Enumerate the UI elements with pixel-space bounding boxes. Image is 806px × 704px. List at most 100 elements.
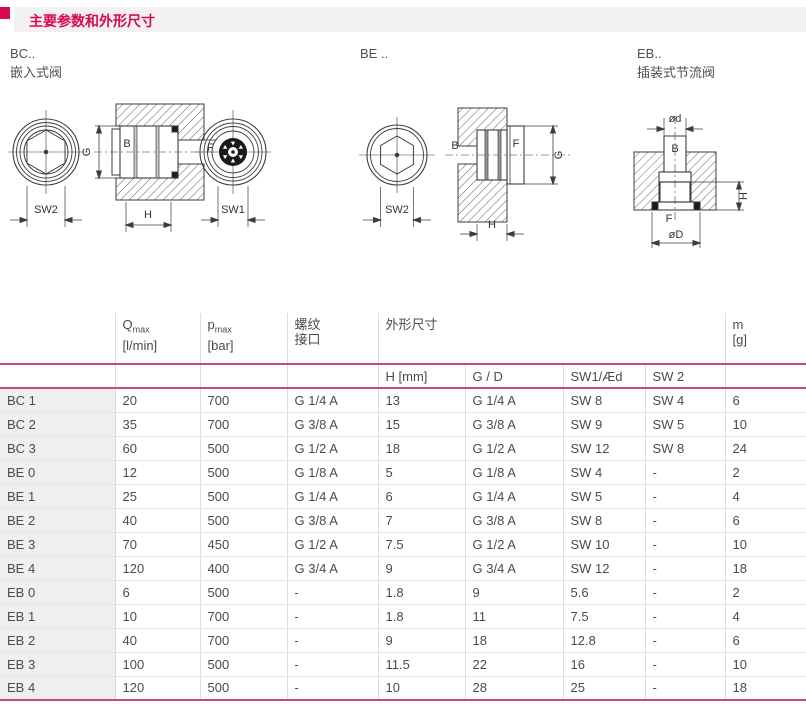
section-code-eb: EB..: [637, 46, 662, 61]
cell-thread: G 3/8 A: [286, 508, 378, 533]
cell-pmax: 500: [199, 484, 287, 509]
cell-model: EB 1: [0, 604, 115, 629]
cell-h: 5: [377, 460, 465, 485]
cell-pmax: 700: [199, 604, 287, 629]
cell-h: 1.8: [377, 604, 465, 629]
table-row: EB 1 10 700-1.8 11 7.5-4: [0, 604, 806, 629]
cell-sw2: -: [644, 508, 726, 533]
col-header-pmax: pmax [bar]: [199, 313, 287, 365]
cell-model: EB 2: [0, 628, 115, 653]
dim-label-f: F: [666, 213, 673, 225]
table-row: EB 3 100 500-11.5 22 16-10: [0, 652, 806, 677]
cell-sw2: -: [644, 532, 726, 557]
cell-gd: G 3/8 A: [464, 508, 563, 533]
page-title: 主要参数和外形尺寸: [29, 13, 155, 29]
cell-qmax: 35: [114, 412, 200, 437]
dim-label-sw1: SW1: [221, 204, 245, 216]
dim-label-b: B: [671, 143, 678, 155]
cell-pmax: 700: [199, 412, 287, 437]
section-label-bc: BC.. 嵌入式阀: [10, 44, 62, 82]
cell-thread: G 3/4 A: [286, 556, 378, 581]
cell-qmax: 6: [114, 580, 200, 605]
cell-pmax: 400: [199, 556, 287, 581]
cell-pmax: 700: [199, 628, 287, 653]
dim-label-b: B: [123, 138, 130, 150]
cell-sw1: 7.5: [562, 604, 645, 629]
cell-sw1: SW 10: [562, 532, 645, 557]
cell-gd: G 3/8 A: [464, 412, 563, 437]
cell-model: BC 2: [0, 412, 115, 437]
dim-label-f: F: [513, 138, 520, 150]
cell-sw2: -: [644, 460, 726, 485]
cell-sw2: SW 4: [644, 388, 726, 413]
cell-thread: G 1/4 A: [286, 388, 378, 413]
cell-mass: 10: [724, 532, 806, 557]
dim-label-sw2: SW2: [34, 204, 58, 216]
cell-thread: -: [286, 604, 378, 629]
cell-sw1: 25: [562, 676, 645, 700]
cell-h: 15: [377, 412, 465, 437]
cell-qmax: 40: [114, 628, 200, 653]
cell-mass: 2: [724, 580, 806, 605]
cell-thread: G 1/2 A: [286, 436, 378, 461]
cell-pmax: 700: [199, 388, 287, 413]
cell-qmax: 120: [114, 676, 200, 700]
cell-h: 6: [377, 484, 465, 509]
cell-mass: 4: [724, 604, 806, 629]
title-bar: 主要参数和外形尺寸: [14, 7, 806, 32]
cell-gd: G 1/2 A: [464, 436, 563, 461]
cell-thread: -: [286, 628, 378, 653]
cell-model: EB 0: [0, 580, 115, 605]
col-header-mass: m [g]: [724, 313, 806, 365]
cell-mass: 24: [724, 436, 806, 461]
cell-h: 9: [377, 628, 465, 653]
cell-sw2: -: [644, 652, 726, 677]
section-label-eb: EB.. 插装式节流阀: [637, 44, 715, 82]
cell-sw2: SW 8: [644, 436, 726, 461]
section-code-be: BE ..: [360, 46, 389, 61]
cell-sw1: 12.8: [562, 628, 645, 653]
header-row-2: H [mm] G / D SW1/Æd SW 2: [0, 364, 806, 389]
cell-h: 13: [377, 388, 465, 413]
cell-model: BE 4: [0, 556, 115, 581]
cell-model: BE 2: [0, 508, 115, 533]
dim-label-h: H: [738, 192, 750, 200]
cell-gd: G 1/8 A: [464, 460, 563, 485]
cell-gd: G 3/4 A: [464, 556, 563, 581]
cell-model: EB 4: [0, 676, 115, 700]
eb-valve-drawing: ød B H F øD: [633, 113, 750, 248]
bc-valve-drawing: SW2 G B F H: [8, 103, 271, 232]
cell-gd: 28: [464, 676, 563, 700]
cell-gd: G 1/4 A: [464, 484, 563, 509]
dim-label-sw2: SW2: [385, 204, 409, 216]
cell-h: 11.5: [377, 652, 465, 677]
col-header-model: [0, 313, 115, 365]
cell-qmax: 12: [114, 460, 200, 485]
cell-sw1: SW 12: [562, 436, 645, 461]
cell-qmax: 20: [114, 388, 200, 413]
cell-thread: G 1/4 A: [286, 484, 378, 509]
table-row: EB 0 6 500-1.8 9 5.6-2: [0, 580, 806, 605]
cell-sw1: SW 12: [562, 556, 645, 581]
be-valve-drawing: SW2 B F G H: [359, 107, 570, 241]
cell-mass: 18: [724, 556, 806, 581]
section-code-bc: BC..: [10, 46, 36, 61]
cell-mass: 6: [724, 628, 806, 653]
dim-label-h: H: [144, 209, 152, 221]
subcol-header-h: H [mm]: [377, 364, 465, 389]
cell-h: 10: [377, 676, 465, 700]
cell-h: 18: [377, 436, 465, 461]
cell-h: 9: [377, 556, 465, 581]
section-name-eb: 插装式节流阀: [637, 65, 716, 80]
cell-gd: 11: [464, 604, 563, 629]
cell-sw1: SW 4: [562, 460, 645, 485]
col-header-qmax: Qmax [l/min]: [114, 313, 200, 365]
subcol-header-sw1: SW1/Æd: [562, 364, 645, 389]
section-label-be: BE ..: [360, 44, 388, 63]
table-row: EB 4 120 500-10 28 25-18: [0, 676, 806, 700]
table-row: BE 3 70 450 G 1/2 A 7.5 G 1/2 A SW 10-10: [0, 532, 806, 557]
